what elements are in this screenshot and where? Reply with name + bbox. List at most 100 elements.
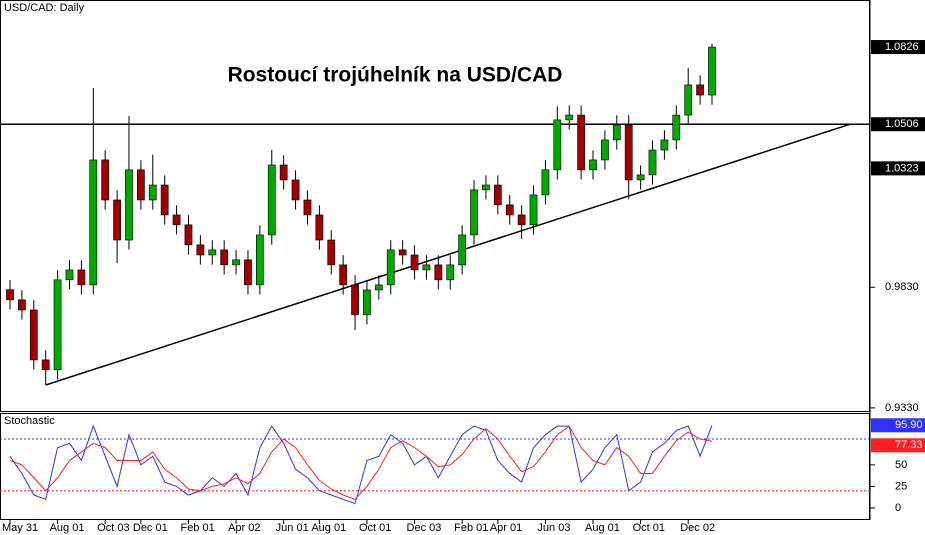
candle-body <box>101 159 110 201</box>
candle-body <box>672 114 681 141</box>
x-tick-label: Aug 01 <box>311 522 346 534</box>
y-tick-label: 25 <box>895 480 907 492</box>
candle-body <box>113 199 121 241</box>
candle-body <box>565 114 574 121</box>
x-tick-label: Aug 01 <box>585 522 620 534</box>
candle-body <box>208 249 217 256</box>
price-marker <box>871 40 925 55</box>
candle-body <box>577 114 585 171</box>
candle-body <box>291 179 300 201</box>
value-marker-label: 77.33 <box>895 439 923 451</box>
y-tick-label: 0.9830 <box>885 281 919 293</box>
price-marker <box>871 161 925 176</box>
candle-body <box>172 214 181 226</box>
candle-body <box>279 164 288 181</box>
candle-body <box>636 174 645 181</box>
candle-body <box>684 84 693 116</box>
candle-body <box>529 194 538 226</box>
candle-body <box>351 284 359 316</box>
candle-body <box>53 279 62 371</box>
x-tick-label: Apr 02 <box>228 522 260 534</box>
x-tick-label: Oct 01 <box>359 522 391 534</box>
candle-body <box>493 184 502 206</box>
candle-body <box>303 199 312 216</box>
candle-body <box>184 224 193 246</box>
candle-body <box>255 234 264 286</box>
candle-body <box>398 249 407 256</box>
candle-body <box>386 249 395 286</box>
value-marker <box>871 438 925 453</box>
candle-body <box>708 46 716 96</box>
x-tick-label: May 31 <box>2 522 38 534</box>
candle-body <box>470 189 478 236</box>
candle-body <box>434 264 443 281</box>
stochastic-line <box>9 424 713 505</box>
candle-body <box>77 269 86 286</box>
candle-body <box>125 169 133 241</box>
candle-body <box>6 289 14 301</box>
price-panel <box>0 0 870 412</box>
candle-body <box>458 234 467 266</box>
candle-body <box>648 149 657 176</box>
y-tick-label: 50 <box>895 459 907 471</box>
candle-body <box>482 184 490 191</box>
x-tick-label: Jun 03 <box>537 522 570 534</box>
indicator-title: Stochastic <box>4 415 55 427</box>
x-tick-label: Dec 01 <box>133 522 168 534</box>
candle-body <box>89 159 98 286</box>
candle-body <box>196 244 205 256</box>
candle-body <box>624 124 633 181</box>
x-tick-label: Feb 01 <box>454 522 488 534</box>
x-tick-label: Oct 03 <box>97 522 129 534</box>
candle-body <box>244 259 252 286</box>
chart-title: USD/CAD: Daily <box>4 2 85 14</box>
annotation: Rostoucí trojúhelník na USD/CAD <box>228 64 563 87</box>
candle-body <box>410 254 419 271</box>
candle-body <box>315 214 324 241</box>
price-marker-label: 1.0323 <box>885 162 919 174</box>
x-tick-label: Feb 01 <box>180 522 214 534</box>
candle-body <box>327 239 336 266</box>
x-tick-label: Dec 03 <box>407 522 442 534</box>
value-marker-label: 95.90 <box>895 419 923 431</box>
candle-body <box>160 184 169 216</box>
price-marker-label: 1.0826 <box>885 41 919 53</box>
y-tick-label: 0 <box>895 502 901 514</box>
x-tick-label: Dec 02 <box>680 522 715 534</box>
x-tick-label: Apr 01 <box>490 522 522 534</box>
candle-body <box>374 284 383 291</box>
candle-body <box>267 164 276 236</box>
candle-body <box>553 119 562 171</box>
candle-body <box>612 124 621 141</box>
value-marker <box>871 418 925 433</box>
x-tick-label: Jun 01 <box>276 522 309 534</box>
candle-body <box>65 269 74 281</box>
trendline <box>45 123 851 386</box>
candle-body <box>339 264 348 286</box>
candle-body <box>505 204 514 216</box>
x-tick-label: Oct 01 <box>633 522 665 534</box>
candle-body <box>18 299 26 311</box>
candle-body <box>589 159 597 171</box>
candle-body <box>660 139 669 151</box>
candle-body <box>220 249 229 266</box>
candle-body <box>696 84 704 96</box>
x-tick-label: Aug 01 <box>50 522 85 534</box>
candle-body <box>541 169 550 196</box>
candle-body <box>363 289 371 316</box>
y-tick-label: 0.9330 <box>885 402 919 414</box>
candle-body <box>148 184 157 201</box>
price-marker <box>871 117 925 132</box>
candle-body <box>422 264 431 271</box>
candle-body <box>517 214 526 226</box>
candle-body <box>29 309 38 361</box>
candle-body <box>232 259 240 266</box>
candle-body <box>137 169 145 201</box>
price-marker-label: 1.0506 <box>885 118 919 130</box>
candle-body <box>601 139 609 161</box>
stochastic-panel <box>0 413 870 520</box>
candle-body <box>41 359 50 371</box>
stochastic-line <box>9 425 713 500</box>
candle-body <box>446 264 455 281</box>
